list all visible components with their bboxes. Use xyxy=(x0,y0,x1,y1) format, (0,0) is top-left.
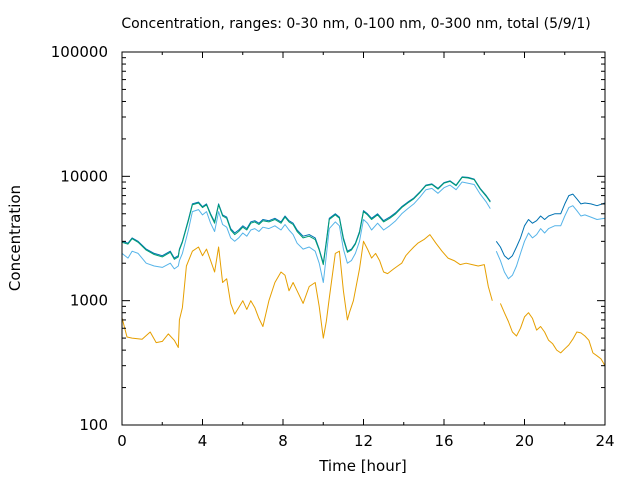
series-line-4 xyxy=(121,176,491,266)
x-tick-label: 20 xyxy=(515,432,534,450)
y-tick-label: 100000 xyxy=(51,43,108,61)
plot-frame xyxy=(121,51,606,426)
chart-title: Concentration, ranges: 0-30 nm, 0-100 nm… xyxy=(121,16,590,32)
x-tick-label: 0 xyxy=(117,432,127,450)
x-tick-label: 12 xyxy=(354,432,373,450)
y-axis-label: Concentration xyxy=(6,185,24,291)
x-tick-label: 24 xyxy=(595,432,614,450)
series-line-1 xyxy=(499,303,606,366)
x-tick-label: 8 xyxy=(278,432,288,450)
y-tick-label: 100 xyxy=(79,416,108,434)
series-line-0 xyxy=(121,234,493,348)
x-tick-label: 16 xyxy=(434,432,453,450)
y-tick-label: 1000 xyxy=(70,292,108,310)
series-line-2 xyxy=(121,176,491,264)
x-axis-label: Time [hour] xyxy=(318,457,407,475)
x-tick-label: 4 xyxy=(198,432,208,450)
y-tick-label: 10000 xyxy=(60,167,108,185)
series-layer xyxy=(121,176,606,366)
series-line-6 xyxy=(495,205,606,280)
series-line-3 xyxy=(495,193,606,260)
series-line-5 xyxy=(121,181,491,283)
tick-layer: 0 4 8 12 16 20 24 100 1000 10000 100000 xyxy=(51,43,615,450)
